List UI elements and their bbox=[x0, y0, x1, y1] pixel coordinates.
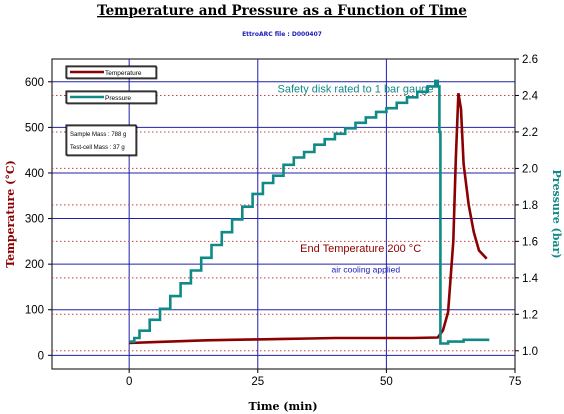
series-layer bbox=[129, 79, 490, 345]
legend-label-pressure: Pressure bbox=[105, 95, 131, 102]
chart-subtitle: EttroARC file : D000407 bbox=[242, 31, 322, 38]
y-right-tick-label: 1.0 bbox=[522, 346, 538, 358]
axes: 0 25 50 75 0 100 200 300 400 500 600 1.0 1.2 1.4 1.6 1.… bbox=[25, 54, 539, 388]
y-left-tick-label: 600 bbox=[25, 77, 44, 89]
y-right-tick-label: 2.4 bbox=[522, 90, 539, 102]
info-test-cell-mass: Test-cell Mass : 37 g bbox=[70, 145, 125, 151]
y-left-tick-label: 500 bbox=[25, 122, 44, 134]
y-right-tick-label: 1.4 bbox=[522, 273, 539, 285]
y-right-tick-label: 2.6 bbox=[522, 54, 538, 66]
annotation-3: air cooling applied bbox=[332, 264, 401, 274]
x-tick-label: 0 bbox=[126, 376, 132, 388]
y-left-tick-label: 300 bbox=[25, 214, 44, 226]
x-tick-label: 75 bbox=[509, 376, 522, 388]
annotation-1: Safety disk rated to 1 bar gauge bbox=[278, 83, 434, 95]
series-line-temperature bbox=[129, 92, 488, 345]
y-left-tick-label: 200 bbox=[25, 259, 44, 271]
x-axis-label: Time (min) bbox=[248, 400, 317, 413]
y-axis-label-left: Temperature (°C) bbox=[4, 160, 17, 268]
y-left-tick-label: 400 bbox=[25, 168, 44, 180]
legend-label-temperature: Temperature bbox=[105, 70, 142, 77]
series-line-pressure bbox=[129, 79, 490, 345]
annotations: Safety disk rated to 1 bar gauge End Temp… bbox=[278, 83, 434, 274]
y-right-tick-label: 1.8 bbox=[522, 200, 538, 212]
info-box: Sample Mass : 788 g Test-cell Mass : 37 … bbox=[65, 124, 138, 157]
y-right-tick-label: 2.0 bbox=[522, 163, 538, 175]
y-right-tick-label: 1.2 bbox=[522, 309, 538, 321]
y-axis-label-right: Pressure (bar) bbox=[550, 169, 563, 258]
annotation-2: End Temperature 200 °C bbox=[300, 243, 421, 255]
y-right-tick-label: 1.6 bbox=[522, 236, 538, 248]
y-left-tick-label: 100 bbox=[25, 305, 44, 317]
x-tick-label: 50 bbox=[380, 376, 393, 388]
y-right-tick-label: 2.2 bbox=[522, 127, 538, 139]
info-sample-mass: Sample Mass : 788 g bbox=[70, 132, 126, 138]
chart-title: Temperature and Pressure as a Function o… bbox=[97, 3, 467, 19]
y-left-tick-label: 0 bbox=[38, 350, 44, 362]
legend-box-pressure: Pressure bbox=[65, 90, 158, 105]
legend-box-temperature: Temperature bbox=[65, 65, 158, 80]
x-tick-label: 25 bbox=[251, 376, 264, 388]
